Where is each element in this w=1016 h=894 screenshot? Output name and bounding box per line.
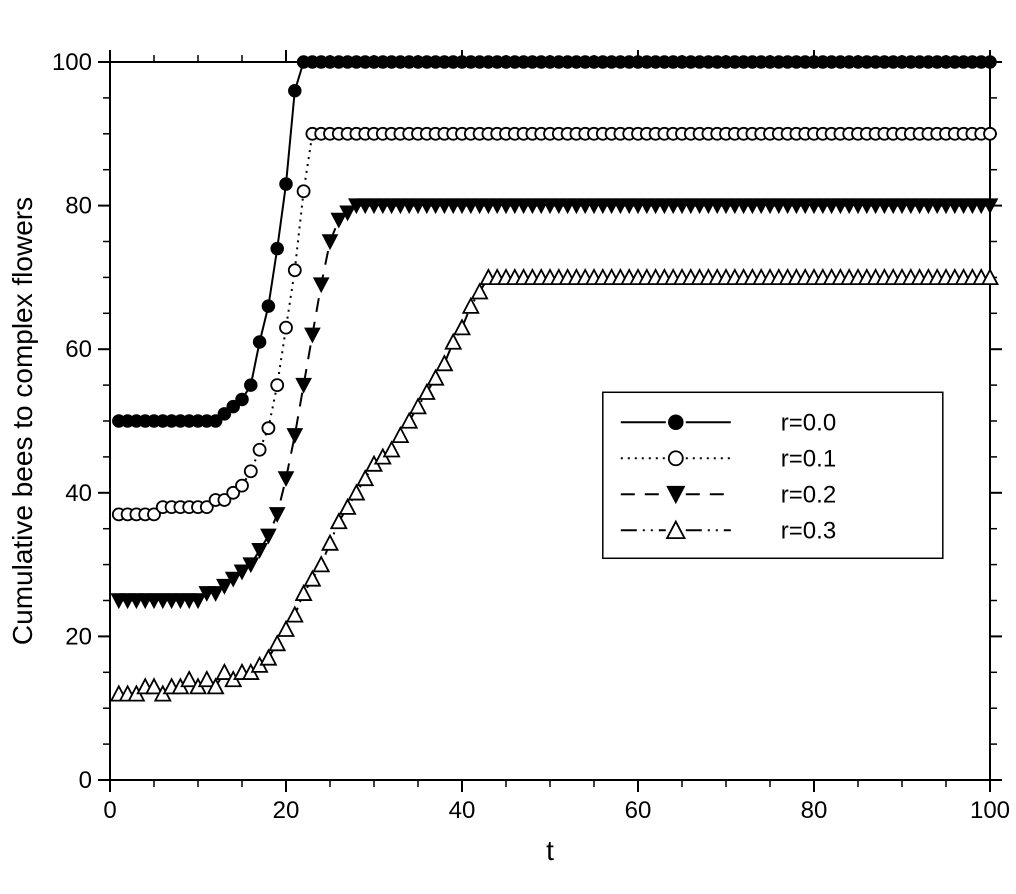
y-tick-label: 100 xyxy=(52,49,92,76)
series-markers-r1 xyxy=(113,128,996,521)
legend-label-r0: r=0.0 xyxy=(781,409,836,436)
series-line-r0 xyxy=(119,62,990,421)
x-tick-label: 60 xyxy=(625,797,652,824)
x-tick-label: 20 xyxy=(273,797,300,824)
x-tick-label: 100 xyxy=(970,797,1010,824)
legend-label-r1: r=0.1 xyxy=(781,445,836,472)
series-markers-r0 xyxy=(113,56,996,427)
x-axis-label: t xyxy=(546,835,554,866)
x-tick-label: 0 xyxy=(103,797,116,824)
y-tick-label: 80 xyxy=(65,193,92,220)
chart: 0 20 40 60 80 100 0 20 40 60 80 100 t Cumulative bees… xyxy=(0,0,1016,894)
series-line-r1 xyxy=(119,134,990,515)
y-tick-label: 20 xyxy=(65,623,92,650)
x-tick-label: 80 xyxy=(801,797,828,824)
y-tick-label: 60 xyxy=(65,336,92,363)
y-tick-label: 40 xyxy=(65,480,92,507)
legend-box xyxy=(603,392,943,558)
legend-label-r2: r=0.2 xyxy=(781,481,836,508)
y-axis-label: Cumulative bees to complex flowers xyxy=(7,197,38,645)
series-line-r3 xyxy=(119,277,990,693)
x-tick-label: 40 xyxy=(449,797,476,824)
series-line-r2 xyxy=(119,206,990,601)
y-tick-label: 0 xyxy=(79,767,92,794)
legend-label-r3: r=0.3 xyxy=(781,517,836,544)
